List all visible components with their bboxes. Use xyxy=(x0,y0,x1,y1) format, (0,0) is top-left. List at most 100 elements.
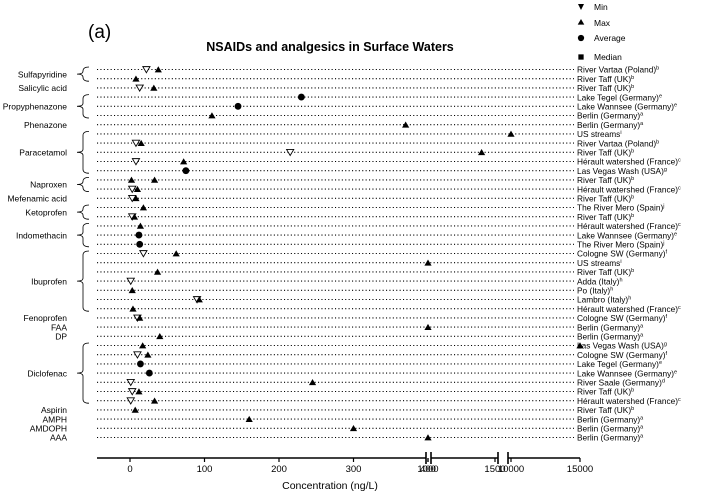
site-label-superscript: e xyxy=(659,360,662,366)
site-label: River Taff (UK)b xyxy=(577,267,634,277)
data-point-average xyxy=(145,369,153,377)
data-point-average xyxy=(234,102,242,110)
data-point-max xyxy=(150,84,158,91)
compound-brace xyxy=(76,204,90,220)
compound-label: Paracetamol xyxy=(19,148,67,158)
x-tick-label: 0 xyxy=(127,464,132,475)
data-point-min xyxy=(131,139,141,148)
site-label: Lake Wannsee (Germany)e xyxy=(577,368,677,378)
site-label: Berlin (Germany)a xyxy=(577,433,644,443)
legend-symbol-square xyxy=(578,54,584,60)
data-point-min xyxy=(133,351,142,359)
data-point-max xyxy=(507,130,515,137)
site-label: Lambro (Italy)h xyxy=(577,295,631,305)
site-label: Lake Wannsee (Germany)e xyxy=(577,230,677,240)
data-point-max xyxy=(349,425,358,432)
site-label: Hérault watershed (France)c xyxy=(577,221,681,231)
data-point-max xyxy=(180,158,188,165)
site-label: River Taff (UK)b xyxy=(577,175,634,185)
site-label-superscript: h xyxy=(628,296,631,302)
site-label-superscript: e xyxy=(674,369,677,375)
data-point-max xyxy=(478,149,486,156)
site-label-superscript: i xyxy=(620,259,621,265)
site-label-superscript: a xyxy=(640,415,644,421)
site-label: Lake Tegel (Germany)e xyxy=(577,359,662,369)
legend-symbol-triangle-up xyxy=(577,19,585,25)
site-label-superscript: b xyxy=(631,195,634,201)
data-point-max xyxy=(132,75,140,82)
site-label-superscript: j xyxy=(662,241,664,247)
data-point-max xyxy=(195,296,203,303)
site-label: Hérault watershed (France)c xyxy=(577,396,681,406)
compound-brace xyxy=(76,94,90,119)
site-label-superscript: i xyxy=(620,130,621,136)
x-tick-label: 10000 xyxy=(498,464,524,475)
data-point-max xyxy=(150,176,159,183)
site-label: River Taff (UK)b xyxy=(577,74,634,84)
data-point-average xyxy=(297,93,305,101)
compound-label: Indomethacin xyxy=(16,230,67,240)
chart-title: NSAIDs and analgesics in Surface Waters xyxy=(206,40,454,54)
site-label-superscript: c xyxy=(678,222,681,228)
legend-label-average: Average xyxy=(594,33,626,43)
site-label-superscript: b xyxy=(656,66,659,72)
x-tick-label: 1000 xyxy=(417,464,438,475)
site-label: Berlin (Germany)a xyxy=(577,120,644,130)
site-label: Adda (Italy)h xyxy=(577,276,623,286)
data-point-average xyxy=(135,231,143,239)
data-point-max xyxy=(144,351,152,358)
site-label: The River Mero (Spain)j xyxy=(577,203,664,213)
data-point-max xyxy=(208,112,216,119)
data-point-min xyxy=(127,388,137,396)
compound-brace xyxy=(76,66,90,82)
compound-label: DP xyxy=(55,332,67,342)
legend-symbol-circle xyxy=(577,34,585,42)
compound-label: AMDOPH xyxy=(30,424,67,434)
data-point-max xyxy=(308,379,317,386)
data-point-min xyxy=(285,148,295,157)
site-label: River Taff (UK)b xyxy=(577,387,634,397)
data-point-max xyxy=(131,406,139,413)
compound-label: FAA xyxy=(51,322,67,332)
site-label: Lake Tegel (Germany)e xyxy=(577,92,662,102)
compound-brace xyxy=(76,177,90,192)
site-label: Hérault watershed (France)c xyxy=(577,184,681,194)
compound-brace xyxy=(76,223,90,248)
site-label: River Saale (Germany)d xyxy=(577,378,665,388)
data-point-max xyxy=(402,121,410,128)
x-tick-label: 400 xyxy=(420,464,436,475)
site-label: River Taff (UK)b xyxy=(577,148,634,158)
data-point-max xyxy=(127,176,136,183)
compound-label: Aspirin xyxy=(41,405,67,415)
compound-label: Salicylic acid xyxy=(18,83,67,93)
legend-symbol-triangle-down xyxy=(578,4,584,10)
data-point-max xyxy=(245,415,253,422)
site-label: Berlin (Germany)a xyxy=(577,414,644,424)
legend-label-median: Median xyxy=(594,52,622,62)
data-point-max xyxy=(172,250,180,257)
site-label-superscript: b xyxy=(631,406,634,412)
site-label-superscript: b xyxy=(631,84,634,90)
data-point-max xyxy=(576,342,584,349)
data-point-max xyxy=(139,204,148,211)
site-label-superscript: f xyxy=(666,250,668,256)
site-label: Hérault watershed (France)c xyxy=(577,304,681,314)
site-label-superscript: e xyxy=(674,103,677,109)
x-tick-label: 15000 xyxy=(567,464,593,475)
site-label: Berlin (Germany)a xyxy=(577,322,644,332)
legend-label-min: Min xyxy=(594,2,608,12)
site-label: US streamsi xyxy=(577,258,622,268)
compound-label: Propyphenazone xyxy=(3,102,68,112)
data-point-max xyxy=(424,259,432,266)
site-label-superscript: b xyxy=(631,176,634,182)
data-point-min xyxy=(131,158,141,166)
site-label-superscript: f xyxy=(666,314,668,320)
site-label: US streamsi xyxy=(577,129,622,139)
data-point-average xyxy=(137,360,144,368)
compound-label: AAA xyxy=(50,433,67,443)
site-label-superscript: c xyxy=(678,305,681,311)
site-label-superscript: a xyxy=(640,112,644,118)
compound-label: Fenoprofen xyxy=(24,313,68,323)
data-point-max xyxy=(424,323,432,330)
